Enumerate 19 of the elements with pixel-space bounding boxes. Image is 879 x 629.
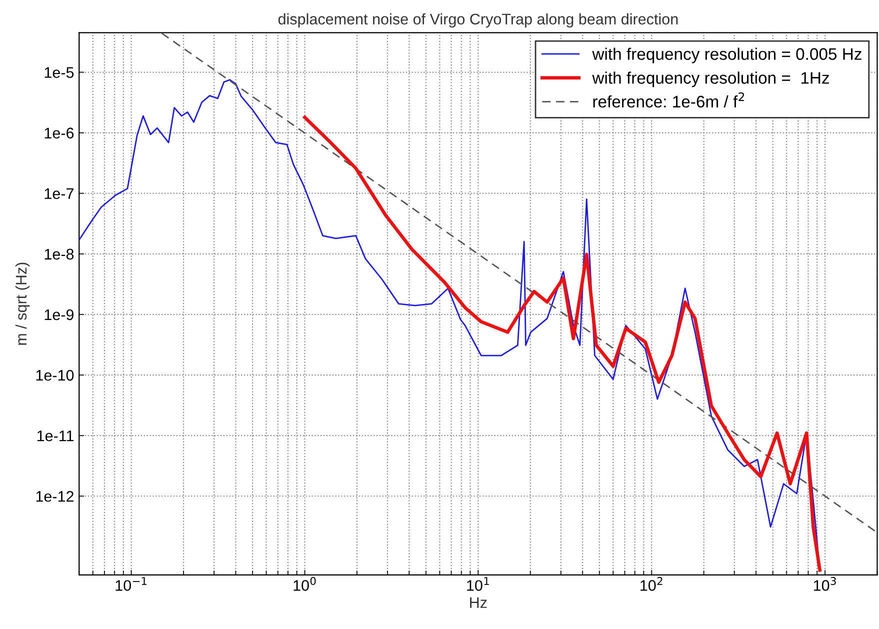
y-tick-label: 1e-10	[36, 370, 74, 381]
legend-label: with frequency resolution = 1Hz	[592, 72, 829, 88]
y-tick-label: 1e-9	[44, 309, 74, 320]
y-tick-label: 1e-7	[44, 188, 74, 200]
x-tick-label: 10$^{0}$	[294, 576, 316, 591]
y-tick-label: 1e-6	[44, 128, 74, 138]
chart-title: displacement noise of Virgo CryoTrap along beam direction	[278, 13, 678, 28]
legend-label: with frequency resolution = 0.005 Hz	[592, 48, 862, 64]
y-tick-label: 1e-5	[44, 67, 74, 78]
x-tick-label: 10$^{1}$	[467, 577, 489, 591]
legend-label: reference: 1e-6m / f$^{2}$	[593, 92, 744, 108]
x-tick-label: 10$^{−1}$	[116, 577, 147, 591]
x-tick-label: 10$^{3}$	[814, 576, 836, 591]
y-tick-label: 1e-12	[36, 490, 74, 502]
x-tick-label: 10$^{2}$	[640, 576, 662, 591]
x-axis-title: Hz	[470, 597, 487, 608]
y-tick-label: 1e-11	[37, 430, 74, 442]
y-axis-title: m / sqrt (Hz)	[15, 262, 30, 345]
y-tick-label: 1e-8	[44, 248, 74, 260]
